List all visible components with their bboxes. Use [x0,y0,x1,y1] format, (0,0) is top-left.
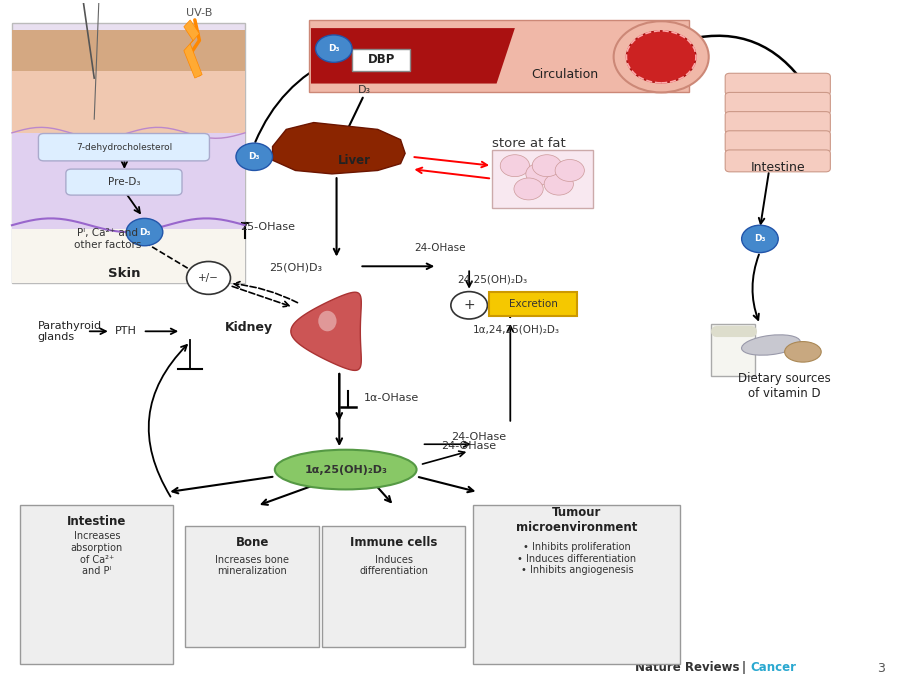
Circle shape [526,163,554,185]
Text: 7-dehydrocholesterol: 7-dehydrocholesterol [76,143,173,152]
Circle shape [500,155,529,177]
FancyBboxPatch shape [12,30,244,71]
Circle shape [613,21,708,92]
Circle shape [514,178,542,200]
Text: Kidney: Kidney [224,322,272,335]
Circle shape [315,35,352,62]
Text: Excretion: Excretion [508,299,557,309]
Text: Increases
absorption
of Ca²⁺
and Pᴵ: Increases absorption of Ca²⁺ and Pᴵ [71,531,123,576]
Text: 24-OHase: 24-OHase [441,442,496,451]
Text: 1α,24,25(OH)₂D₃: 1α,24,25(OH)₂D₃ [472,324,560,334]
Ellipse shape [318,310,336,331]
Text: Nature Reviews |: Nature Reviews | [634,660,747,673]
Text: 1α-OHase: 1α-OHase [364,393,419,404]
Text: • Inhibits proliferation
• Induces differentiation
• Inhibits angiogenesis: • Inhibits proliferation • Induces diffe… [516,542,636,575]
Text: Pᴵ, Ca²⁺ and
other factors: Pᴵ, Ca²⁺ and other factors [74,228,142,250]
FancyBboxPatch shape [724,150,830,172]
Text: Intestine: Intestine [750,161,805,174]
FancyBboxPatch shape [352,48,409,71]
Text: DBP: DBP [368,53,394,66]
Text: Circulation: Circulation [531,68,598,81]
FancyBboxPatch shape [710,324,754,376]
FancyBboxPatch shape [12,228,244,284]
Text: Cancer: Cancer [749,660,795,673]
FancyBboxPatch shape [322,526,465,647]
FancyBboxPatch shape [185,526,319,647]
Polygon shape [272,123,404,174]
Circle shape [741,225,777,253]
Polygon shape [290,293,361,371]
Ellipse shape [784,342,821,362]
FancyBboxPatch shape [66,169,182,195]
Text: Parathyroid
glands: Parathyroid glands [38,321,101,342]
Text: 24-OHase: 24-OHase [450,433,505,442]
Text: 24,25(OH)₂D₃: 24,25(OH)₂D₃ [457,275,527,285]
Text: Increases bone
mineralization: Increases bone mineralization [215,555,289,576]
Circle shape [554,159,584,181]
Text: UV-B: UV-B [186,8,212,18]
FancyBboxPatch shape [12,71,244,132]
FancyBboxPatch shape [20,505,173,664]
FancyBboxPatch shape [724,131,830,152]
Circle shape [235,143,272,170]
FancyBboxPatch shape [724,73,830,95]
Text: 25-OHase: 25-OHase [240,222,295,233]
Text: D₃: D₃ [139,228,150,237]
Circle shape [126,218,163,246]
Text: Intestine: Intestine [67,515,127,528]
Text: Induces
differentiation: Induces differentiation [359,555,428,576]
Circle shape [450,292,487,319]
FancyBboxPatch shape [489,293,576,316]
Circle shape [626,31,695,83]
FancyBboxPatch shape [472,505,680,664]
Text: D₃: D₃ [754,235,765,244]
Text: 3: 3 [877,662,884,675]
Text: D₃: D₃ [357,86,370,95]
FancyBboxPatch shape [724,92,830,115]
Text: Immune cells: Immune cells [350,535,437,549]
Text: store at fat: store at fat [491,137,565,150]
Text: +: + [463,298,474,313]
FancyBboxPatch shape [724,112,830,133]
Text: Tumour
microenvironment: Tumour microenvironment [516,506,637,533]
Text: Liver: Liver [338,154,371,167]
Circle shape [532,155,561,177]
Text: 25(OH)D₃: 25(OH)D₃ [268,263,322,273]
Polygon shape [311,28,515,83]
Text: D₃: D₃ [248,152,260,161]
FancyBboxPatch shape [492,150,592,208]
Polygon shape [184,20,202,78]
Text: 24-OHase: 24-OHase [414,243,465,253]
Text: Dietary sources
of vitamin D: Dietary sources of vitamin D [737,372,830,400]
Text: PTH: PTH [115,326,137,336]
Polygon shape [309,20,687,92]
Text: Pre-D₃: Pre-D₃ [108,177,141,187]
Text: Skin: Skin [108,266,141,279]
Text: +/−: +/− [198,273,219,283]
FancyBboxPatch shape [12,132,244,228]
Circle shape [543,173,573,195]
Text: Bone: Bone [235,535,269,549]
Circle shape [187,262,231,295]
Ellipse shape [275,450,416,489]
FancyBboxPatch shape [39,133,210,161]
Ellipse shape [741,335,800,355]
Text: D₃: D₃ [328,44,339,53]
FancyBboxPatch shape [12,23,244,284]
Text: 1α,25(OH)₂D₃: 1α,25(OH)₂D₃ [304,464,387,475]
